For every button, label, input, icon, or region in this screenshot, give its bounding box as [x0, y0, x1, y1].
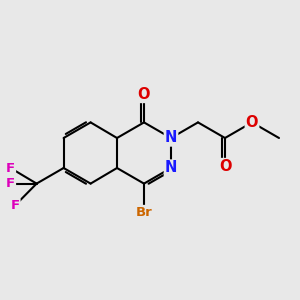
Text: O: O	[246, 115, 258, 130]
Text: N: N	[165, 160, 177, 175]
Text: F: F	[6, 177, 15, 190]
Text: F: F	[6, 161, 15, 175]
Text: N: N	[165, 130, 177, 146]
Text: F: F	[11, 199, 20, 212]
Text: O: O	[219, 159, 231, 174]
Text: O: O	[138, 87, 150, 102]
Text: Br: Br	[136, 206, 152, 219]
